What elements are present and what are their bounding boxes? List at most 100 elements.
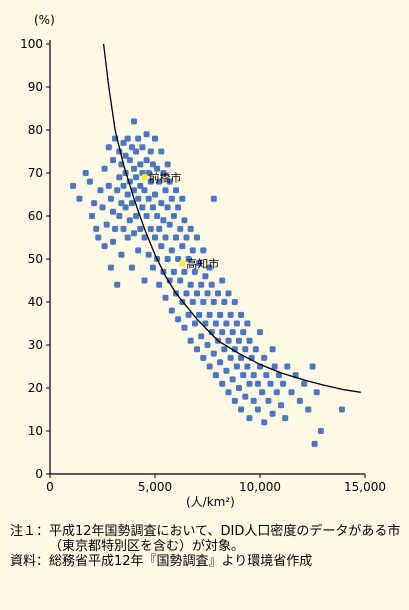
data-point [166,178,173,185]
data-point [225,389,232,396]
data-point [133,148,140,155]
data-point [212,320,219,327]
data-point [185,256,192,262]
data-point [261,354,268,361]
data-point [219,277,226,284]
data-point [114,281,121,288]
data-point [99,204,106,211]
data-point [179,243,186,250]
data-point [156,178,163,185]
data-point [217,311,224,318]
highlight-point [179,260,186,267]
data-point [154,213,161,219]
data-point [229,376,236,383]
data-point [122,152,129,159]
data-point [227,311,234,318]
data-point [170,213,177,219]
data-point [204,342,211,348]
data-point [196,260,203,267]
data-point [238,311,245,318]
data-point [101,165,108,172]
data-point [105,182,112,189]
x-axis-unit: (人/km²) [186,495,235,509]
data-point [177,225,184,232]
data-point [265,397,272,404]
data-point [118,251,125,258]
data-point [137,161,144,168]
data-point [317,428,324,434]
data-point [189,247,196,254]
y-tick-label: 0 [35,467,43,481]
data-point [206,311,213,318]
data-point [168,247,175,254]
scatter-chart: 0 10 20 30 40 50 60 70 80 90 100 0 5,000 10,000 15,00… [20,13,386,509]
data-point [164,256,171,262]
data-point [196,311,203,318]
data-point [126,157,133,164]
data-point [133,213,140,219]
data-point [202,320,209,327]
data-point [208,281,215,288]
data-point [139,144,146,151]
data-point [93,225,100,232]
data-point [154,165,161,172]
data-point [145,170,152,176]
data-point [221,299,228,305]
data-point [269,346,276,353]
data-point [181,268,188,275]
x-tick-label: 5,000 [138,480,172,494]
data-point [137,225,144,232]
data-point [131,118,137,125]
x-tick-label: 0 [46,480,54,494]
data-point [284,363,291,370]
data-point [246,337,253,344]
data-point [101,243,108,250]
data-point [116,174,123,181]
data-point [240,329,247,336]
x-tick-label: 15,000 [344,480,386,494]
data-point [252,346,259,353]
data-point [158,148,165,155]
data-point [120,225,127,232]
data-point [240,372,247,379]
y-tick-label: 60 [28,209,43,223]
data-point [244,320,251,327]
y-tick-label: 40 [28,295,43,309]
data-point [246,380,253,387]
data-point [233,363,240,370]
data-point [128,144,135,151]
annotation-label: 前橋市 [149,170,182,184]
y-tick-label: 50 [28,252,43,266]
data-point [217,359,224,366]
data-point [162,234,169,241]
data-point [133,174,140,181]
data-point [162,294,169,301]
data-point [107,264,114,271]
y-tick-label: 70 [28,166,43,180]
data-point [200,299,207,305]
data-point [145,251,152,258]
note-source-label: 資料： [10,554,50,569]
data-point [103,221,110,228]
data-point [275,372,282,379]
data-point [210,299,217,305]
data-point [128,200,135,207]
data-point [233,320,240,327]
data-point [112,225,119,232]
data-point [137,182,144,189]
data-point [219,329,226,336]
data-point [128,264,135,271]
data-point [189,299,196,305]
data-point [296,397,303,404]
annotation-label: 高知市 [186,256,219,270]
data-point [278,402,284,409]
data-point [225,290,232,297]
data-point [206,363,213,370]
data-point [135,135,142,142]
data-point [126,217,133,224]
note-source-text: 総務省平成12年『国勢調査』より環境省作成 [49,554,313,569]
data-point [124,191,131,198]
data-point [152,191,158,198]
data-point [160,170,167,176]
data-point [97,187,104,194]
